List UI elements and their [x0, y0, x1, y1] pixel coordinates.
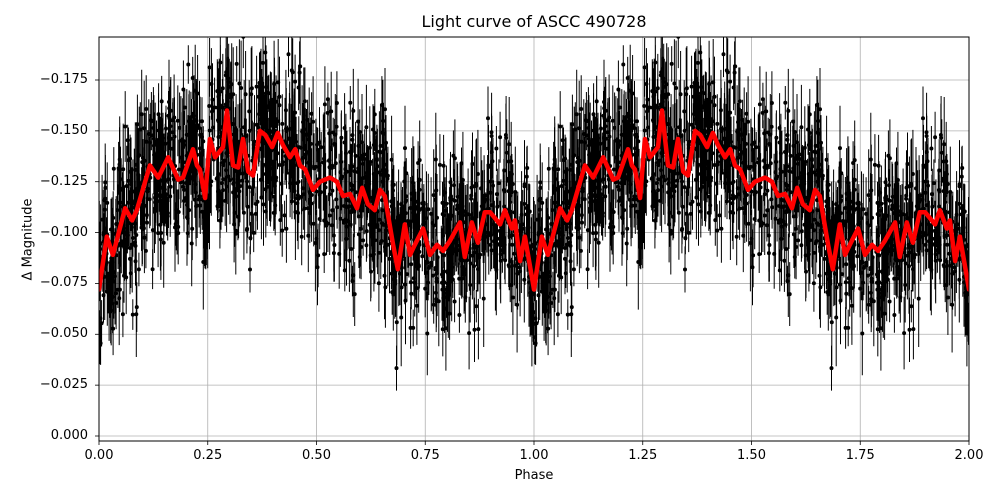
smoothed-curve: [99, 108, 969, 292]
x-tick-label: 0.25: [193, 448, 223, 463]
x-tick-label: 0.75: [410, 448, 440, 463]
x-tick-label: 1.00: [519, 448, 549, 463]
tick-marks: [95, 79, 970, 445]
x-axis-label: Phase: [514, 468, 554, 483]
x-tick-label: 1.50: [737, 448, 766, 463]
y-tick-label: −0.125: [39, 173, 88, 189]
y-tick-label: 0.000: [50, 428, 88, 443]
chart-title: Light curve of ASCC 490728: [421, 12, 647, 31]
y-tick-label: −0.150: [39, 122, 88, 138]
x-tick-label: 0.50: [302, 448, 331, 463]
y-tick-label: −0.075: [39, 275, 88, 291]
y-tick-label: −0.050: [39, 326, 88, 342]
y-tick-label: −0.025: [39, 377, 88, 393]
x-tick-label: 2.00: [954, 448, 984, 463]
x-tick-label: 1.25: [628, 448, 658, 463]
x-tick-label: 1.75: [845, 448, 875, 463]
y-tick-label: −0.100: [39, 224, 88, 240]
x-tick-label: 0.00: [84, 448, 114, 463]
y-tick-label: −0.175: [39, 72, 88, 87]
